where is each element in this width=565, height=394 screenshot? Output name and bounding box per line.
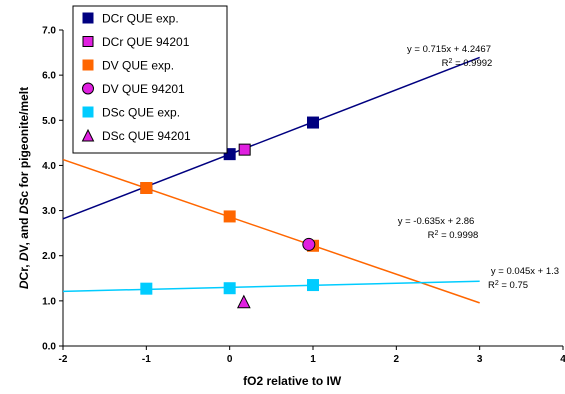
y-tick-label: 2.0 <box>42 251 56 262</box>
data-point <box>307 116 319 129</box>
plot-area: 0.0 1.0 2.0 3.0 4.0 5.0 6.0 7.0 -2 -1 0 1 2 3 4 fO2 rel… <box>17 26 565 389</box>
legend-entry[interactable]: DCr QUE 94201 <box>102 35 190 49</box>
data-point <box>302 237 316 251</box>
x-tick-label: 2 <box>394 354 400 365</box>
x-tick-label: 0 <box>227 354 233 365</box>
legend-entry[interactable]: DV QUE exp. <box>102 59 174 73</box>
y-axis-title: DCr, DV, and DSc for pigeonite/melt <box>17 87 31 289</box>
legend-marker <box>82 82 94 95</box>
series-layer: y = 0.715x + 4.2467 R2 = 0.9992 y = -0.635… <box>62 44 559 309</box>
legend-marker <box>81 128 95 142</box>
legend-marker <box>82 36 94 47</box>
data-point <box>236 294 251 309</box>
y-tick-label: 1.0 <box>42 296 56 307</box>
legend-marker <box>82 12 94 24</box>
x-tick-label: -1 <box>142 354 151 365</box>
y-tick-label: 0.0 <box>42 342 56 353</box>
legend[interactable]: DCr QUE exp. DCr QUE 94201 DV QUE exp. DV Q… <box>72 5 228 154</box>
x-tick-label: 3 <box>477 354 483 365</box>
data-point <box>307 279 319 292</box>
data-point <box>238 143 251 156</box>
legend-entry[interactable]: DSc QUE 94201 <box>102 129 191 143</box>
legend-entry[interactable]: DSc QUE exp. <box>102 106 180 120</box>
trendline-equation: y = -0.635x + 2.86 <box>398 216 475 227</box>
x-tick-label: 1 <box>310 354 316 365</box>
legend-marker <box>82 59 94 71</box>
x-axis-title: fO2 relative to IW <box>243 374 342 388</box>
data-point <box>223 210 236 223</box>
y-tick-label: 7.0 <box>42 26 56 37</box>
trendline-r-squared: R2 = 0.9998 <box>428 230 479 242</box>
data-point <box>140 282 153 295</box>
y-tick-label: 5.0 <box>42 116 56 127</box>
trendline-r-squared: R2 = 0.9992 <box>442 58 493 70</box>
legend-entry[interactable]: DV QUE 94201 <box>102 82 185 96</box>
data-point <box>223 282 236 295</box>
legend-entry[interactable]: DCr QUE exp. <box>102 12 179 26</box>
data-point <box>223 148 236 161</box>
y-tick-label: 6.0 <box>42 71 56 82</box>
trendline <box>62 158 480 304</box>
y-tick-label: 3.0 <box>42 206 56 217</box>
legend-marker <box>82 106 94 118</box>
trendline-r-squared: R2 = 0.75 <box>488 280 528 292</box>
trendline-equation: y = 0.045x + 1.3 <box>491 266 559 277</box>
y-tick-label: 4.0 <box>42 161 56 172</box>
trendline <box>62 280 480 293</box>
data-point <box>140 182 153 194</box>
trendline <box>62 56 480 220</box>
x-tick-label: 4 <box>560 354 565 365</box>
legend-box <box>72 5 228 154</box>
x-tick-label: -2 <box>59 354 68 365</box>
trendline-equation: y = 0.715x + 4.2467 <box>407 44 491 55</box>
